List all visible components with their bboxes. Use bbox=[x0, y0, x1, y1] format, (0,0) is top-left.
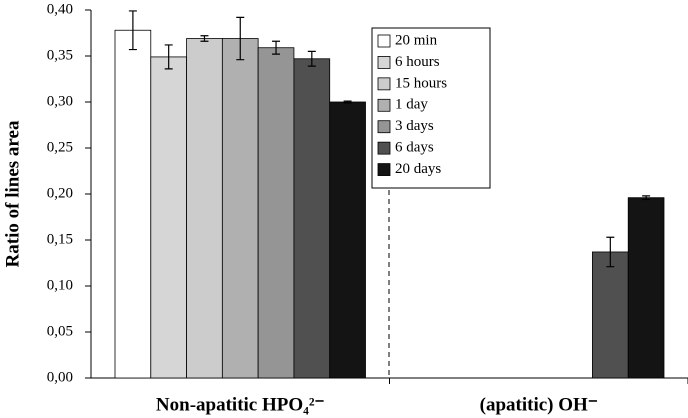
error-bar bbox=[642, 195, 651, 201]
legend-swatch bbox=[377, 56, 391, 69]
bar bbox=[627, 197, 665, 379]
x-tick-label: (apatitic) OH⁻ bbox=[480, 394, 598, 415]
error-bar bbox=[236, 16, 245, 61]
legend-swatch bbox=[377, 34, 391, 48]
y-tick-label: 0,20 bbox=[47, 185, 73, 201]
legend-label: 20 days bbox=[395, 161, 441, 177]
bar bbox=[592, 251, 629, 379]
y-tick-label: 0,35 bbox=[47, 47, 73, 63]
error-bar bbox=[200, 35, 209, 42]
bar bbox=[221, 38, 259, 379]
bar bbox=[114, 29, 152, 379]
error-bar bbox=[272, 40, 281, 55]
legend-swatch bbox=[377, 77, 391, 91]
bar bbox=[150, 56, 187, 379]
legend-swatch bbox=[377, 163, 391, 176]
error-bar bbox=[343, 100, 352, 104]
y-tick-label: 0,15 bbox=[47, 231, 73, 247]
legend-swatch bbox=[377, 141, 391, 155]
legend-swatch bbox=[377, 98, 391, 112]
bar bbox=[186, 38, 223, 379]
y-tick-label: 0,25 bbox=[47, 139, 73, 155]
legend-box bbox=[371, 27, 491, 189]
legend-label: 6 days bbox=[395, 140, 434, 156]
bar bbox=[329, 101, 366, 379]
y-tick-label: 0,30 bbox=[47, 93, 73, 109]
error-bar bbox=[307, 50, 316, 67]
legend-label: 20 min bbox=[395, 32, 438, 48]
y-tick-label: 0,40 bbox=[47, 1, 73, 17]
legend-swatch bbox=[377, 120, 391, 134]
legend-label: 1 day bbox=[395, 97, 428, 113]
y-tick-label: 0,00 bbox=[47, 369, 73, 385]
error-bar bbox=[606, 236, 615, 268]
y-axis-label: Ratio of lines area bbox=[2, 120, 23, 267]
error-bar bbox=[128, 10, 137, 51]
legend-label: 3 days bbox=[395, 118, 434, 134]
bar bbox=[293, 58, 331, 379]
y-tick-label: 0,10 bbox=[47, 277, 73, 293]
error-bar bbox=[164, 44, 173, 70]
y-tick-label: 0,05 bbox=[47, 323, 73, 339]
x-tick-label: Non-apatitic HPO₄²⁻ bbox=[156, 394, 325, 415]
bar bbox=[257, 47, 295, 379]
legend-label: 15 hours bbox=[395, 75, 447, 91]
legend-label: 6 hours bbox=[395, 54, 440, 70]
